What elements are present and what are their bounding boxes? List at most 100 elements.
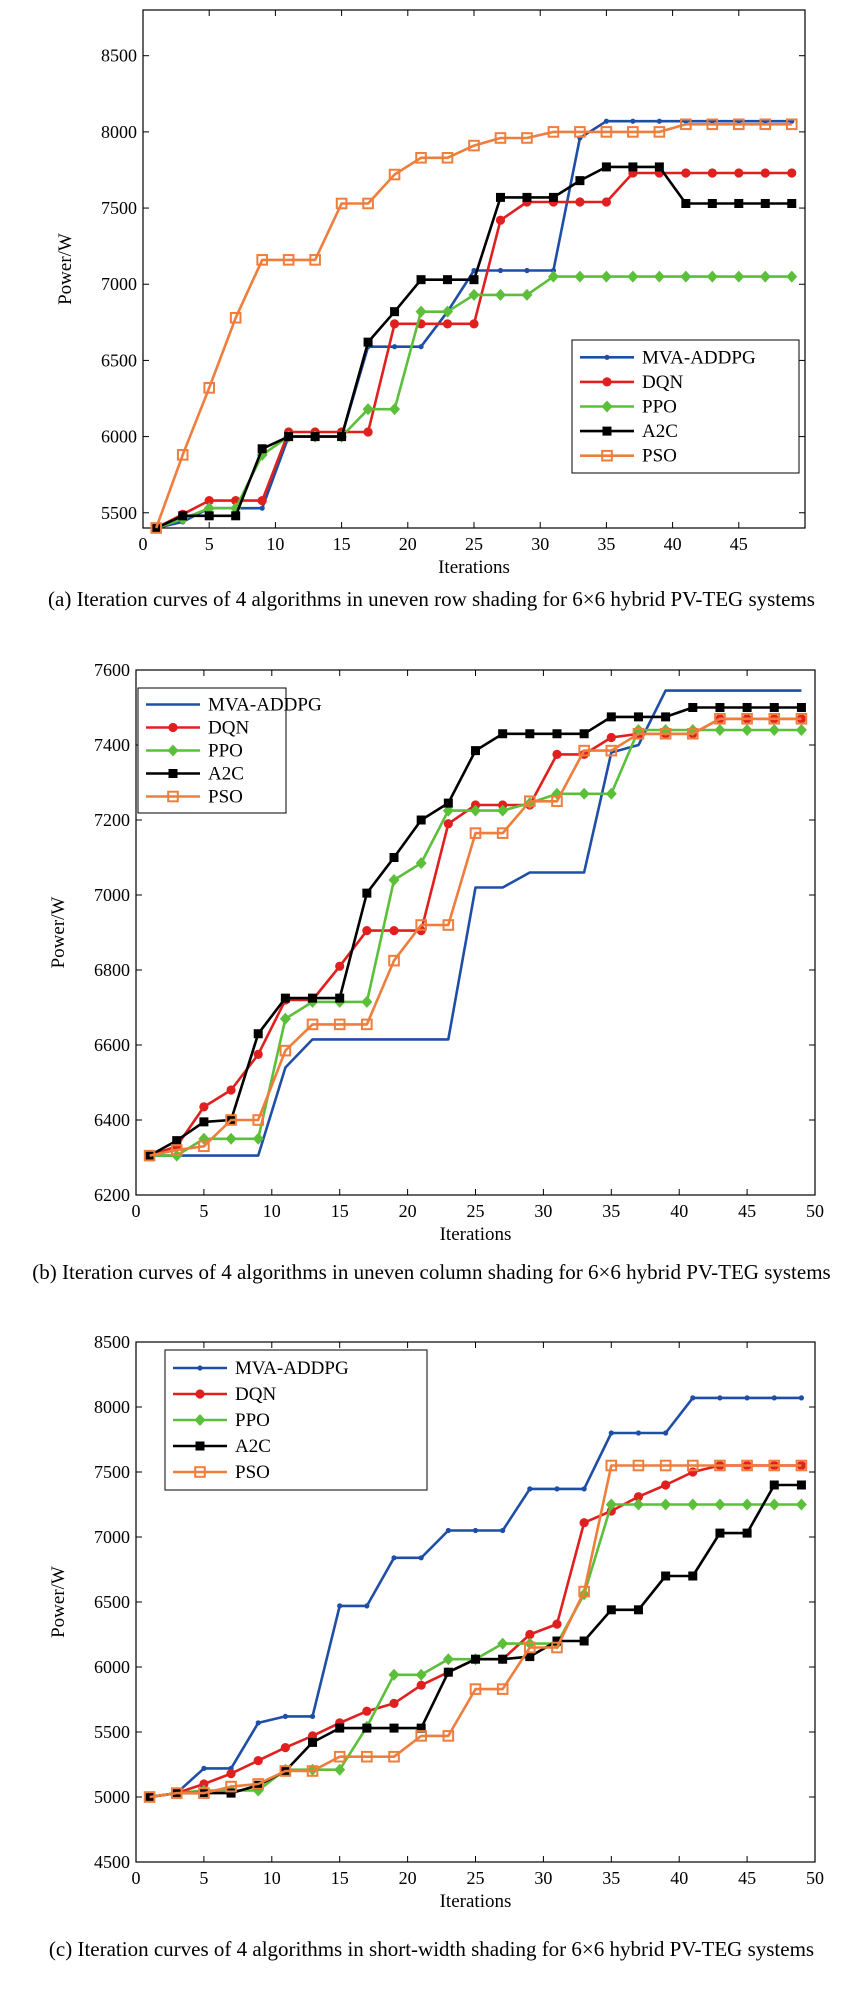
x-tick-label: 15: [331, 1201, 349, 1221]
data-point: [253, 1029, 263, 1039]
data-point: [714, 1498, 726, 1511]
data-point: [715, 1528, 725, 1538]
data-point: [362, 1723, 372, 1733]
data-point: [172, 1136, 182, 1146]
x-tick-label: 25: [467, 1201, 485, 1221]
data-point: [795, 1459, 808, 1472]
data-point: [143, 1791, 156, 1803]
data-point: [707, 198, 717, 208]
data-point: [495, 215, 506, 225]
data-point: [252, 1114, 265, 1126]
data-point: [741, 712, 753, 725]
data-point: [201, 1765, 207, 1771]
data-point: [362, 888, 372, 898]
data-point: [416, 1723, 426, 1733]
data-point: [415, 1668, 427, 1681]
data-point: [524, 795, 536, 808]
data-point: [333, 1018, 346, 1031]
data-point: [308, 1737, 318, 1747]
series-pso: [150, 118, 798, 534]
data-point: [199, 1102, 209, 1112]
data-point: [707, 168, 717, 178]
data-point: [661, 1480, 671, 1490]
data-point: [760, 198, 770, 208]
data-point: [334, 1763, 346, 1776]
data-point: [469, 319, 479, 329]
x-tick-label: 20: [399, 1201, 417, 1221]
data-point: [415, 919, 427, 931]
chart-b-svg: 0 5 10 15 20 25 30 35 40 45 50 6200 6400 6600 6800 7000…: [48, 660, 824, 1245]
data-point: [364, 1603, 370, 1609]
data-point: [443, 819, 453, 829]
data-point: [552, 1636, 562, 1646]
x-tick-label: 5: [199, 1868, 208, 1888]
x-tick-label: 35: [597, 534, 615, 554]
legend-marker: [168, 722, 178, 733]
data-point: [416, 275, 426, 285]
x-tick-label: 40: [664, 534, 682, 554]
legend-label: MVA-ADDPG: [642, 347, 756, 368]
series-line: [154, 123, 792, 529]
series-pso: [143, 1459, 808, 1803]
legend-label: PPO: [235, 1410, 270, 1431]
data-point: [525, 1629, 535, 1640]
data-point: [388, 168, 401, 181]
data-point: [442, 1730, 455, 1742]
data-point: [687, 1498, 699, 1511]
data-point: [252, 1132, 264, 1145]
legend-marker: [194, 1414, 206, 1426]
data-point: [785, 118, 798, 131]
data-point: [442, 919, 455, 931]
data-point: [259, 505, 265, 511]
data-point: [253, 1756, 263, 1766]
x-axis-label: Iterations: [438, 557, 510, 578]
data-point: [442, 1653, 454, 1666]
y-tick-label: 6600: [94, 1035, 130, 1055]
y-tick-label: 6800: [94, 960, 130, 980]
x-tick-label: 15: [333, 534, 351, 554]
data-point: [661, 1571, 671, 1581]
data-point: [498, 729, 508, 739]
data-point: [231, 511, 241, 521]
data-point: [416, 815, 426, 825]
data-point: [521, 288, 533, 301]
data-point: [279, 1765, 292, 1777]
legend-label: A2C: [235, 1436, 271, 1457]
data-point: [468, 288, 480, 301]
data-point: [606, 1605, 616, 1615]
y-axis-label: Power/W: [48, 1566, 69, 1638]
data-point: [601, 197, 612, 207]
data-point: [635, 1430, 642, 1436]
legend-marker: [602, 377, 612, 387]
legend-label: A2C: [208, 764, 244, 785]
data-point: [333, 1750, 346, 1763]
x-tick-label: 35: [602, 1201, 620, 1221]
data-point: [391, 1555, 397, 1561]
y-tick-label: 8000: [94, 1397, 130, 1417]
data-point: [742, 1528, 752, 1538]
data-point: [605, 744, 618, 757]
data-point: [468, 139, 480, 152]
data-point: [497, 267, 504, 274]
data-point: [706, 118, 719, 131]
data-point: [579, 1518, 589, 1528]
data-point: [714, 724, 726, 736]
y-tick-label: 8000: [101, 122, 137, 142]
data-point: [282, 254, 295, 266]
data-point: [443, 1667, 453, 1677]
data-point: [688, 1467, 698, 1477]
legend-marker: [167, 790, 179, 803]
data-point: [633, 712, 643, 722]
data-point: [575, 197, 585, 207]
data-point: [415, 151, 427, 164]
data-point: [388, 874, 400, 886]
legend-marker: [604, 354, 610, 360]
data-point: [578, 1585, 590, 1598]
data-point: [715, 703, 725, 712]
y-tick-label: 8500: [101, 46, 137, 66]
data-point: [552, 729, 562, 739]
data-point: [361, 1018, 373, 1031]
data-point: [550, 267, 557, 274]
